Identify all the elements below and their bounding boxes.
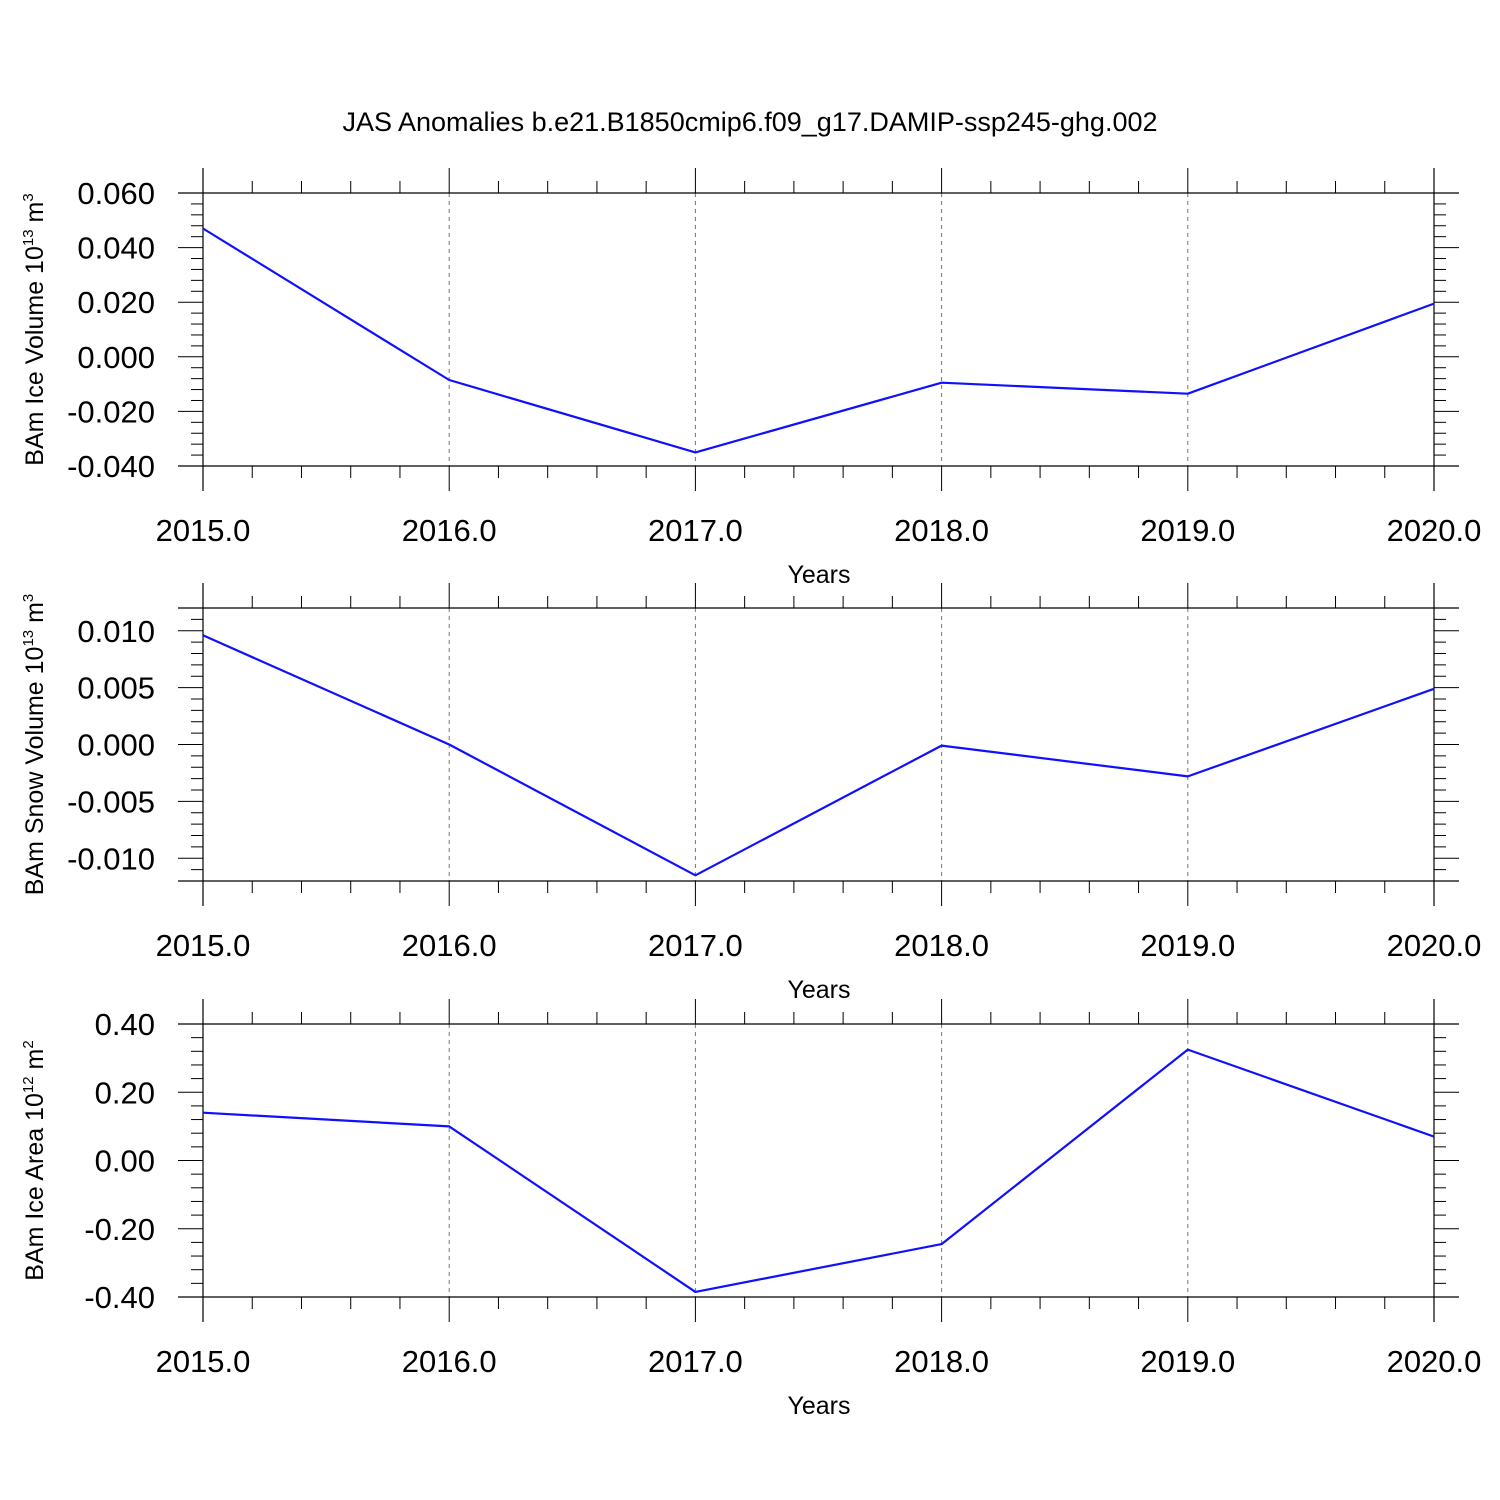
y-tick-label: 0.060 [77, 176, 155, 211]
x-tick-label: 2019.0 [1140, 928, 1235, 963]
series-line [202, 1048, 1435, 1294]
y-tick-label: -0.010 [67, 841, 155, 876]
y-axis-label-unit: m [21, 202, 49, 230]
y-tick-label: 0.010 [77, 614, 155, 649]
x-tick-label: 2016.0 [402, 1344, 497, 1379]
x-axis-label: Years [787, 976, 850, 1004]
series-line [202, 634, 1435, 877]
y-tick-label: 0.00 [95, 1144, 155, 1179]
y-axis-label-exponent: 13 [20, 630, 37, 647]
y-tick-label: 0.020 [77, 285, 155, 320]
y-axis-label-unit-exponent: 3 [20, 594, 37, 602]
y-tick-label: -0.20 [84, 1212, 155, 1247]
y-axis-label: BAm Ice Volume 1013 m3 [20, 193, 49, 465]
y-axis-label-unit-exponent: 3 [20, 193, 37, 201]
y-tick-label: 0.005 [77, 671, 155, 706]
x-axis-label: Years [787, 561, 850, 589]
x-tick-label: 2018.0 [894, 928, 989, 963]
y-tick-label: 0.040 [77, 231, 155, 266]
y-tick-label: 0.20 [95, 1075, 155, 1110]
y-axis-label-text: BAm Snow Volume 10 [21, 647, 49, 896]
x-tick-label: 2016.0 [402, 513, 497, 548]
y-axis-label-unit: m [21, 602, 49, 630]
y-tick-label: -0.005 [67, 784, 155, 819]
x-tick-label: 2017.0 [648, 513, 743, 548]
y-tick-label: 0.40 [95, 1007, 155, 1042]
y-axis-label: BAm Snow Volume 1013 m3 [20, 594, 49, 896]
x-tick-label: 2015.0 [156, 1344, 251, 1379]
y-axis-label-text: BAm Ice Volume 10 [21, 246, 49, 466]
y-tick-label: 0.000 [77, 340, 155, 375]
x-axis-label: Years [787, 1392, 850, 1420]
series-line [202, 227, 1435, 454]
x-tick-label: 2016.0 [402, 928, 497, 963]
y-tick-label: 0.000 [77, 728, 155, 763]
x-tick-label: 2019.0 [1140, 1344, 1235, 1379]
x-tick-label: 2017.0 [648, 928, 743, 963]
panel-2: 0.010 0.005 0.000 -0.005 -0.010 2015.0 2016.0 2… [20, 583, 1481, 1004]
x-tick-label: 2019.0 [1140, 513, 1235, 548]
figure-title: JAS Anomalies b.e21.B1850cmip6.f09_g17.D… [342, 107, 1157, 137]
x-tick-label: 2018.0 [894, 1344, 989, 1379]
x-tick-label: 2018.0 [894, 513, 989, 548]
x-tick-label: 2015.0 [156, 928, 251, 963]
y-axis-label: BAm Ice Area 1012 m2 [20, 1040, 49, 1280]
y-axis-label-exponent: 12 [20, 1076, 37, 1093]
x-tick-label: 2020.0 [1387, 1344, 1482, 1379]
y-axis-label-unit-exponent: 2 [20, 1040, 37, 1048]
x-tick-label: 2020.0 [1387, 928, 1482, 963]
y-axis-label-text: BAm Ice Area 10 [21, 1093, 49, 1281]
x-tick-label: 2017.0 [648, 1344, 743, 1379]
y-tick-label: -0.020 [67, 394, 155, 429]
y-tick-label: -0.40 [84, 1280, 155, 1315]
x-tick-label: 2015.0 [156, 513, 251, 548]
y-axis-label-unit: m [21, 1049, 49, 1077]
y-axis-label-exponent: 13 [20, 229, 37, 246]
x-tick-label: 2020.0 [1387, 513, 1482, 548]
y-tick-label: -0.040 [67, 449, 155, 484]
